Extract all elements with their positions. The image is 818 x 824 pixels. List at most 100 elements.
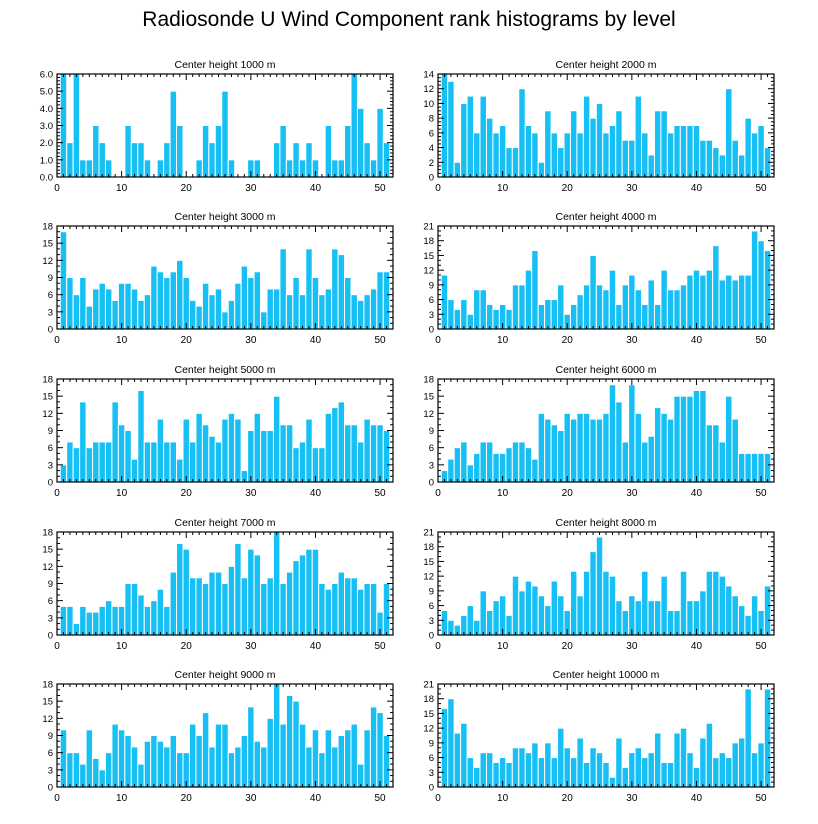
x-tick-label: 40 [691, 641, 703, 652]
y-tick-label: 0 [48, 478, 53, 489]
bar [485, 609, 494, 636]
bar [253, 412, 262, 483]
x-tick-label: 50 [756, 335, 768, 346]
bar [595, 284, 604, 330]
y-tick-label: 9 [429, 426, 434, 437]
y-tick-label: 18 [42, 222, 53, 233]
bar [208, 746, 216, 788]
y-tick-label: 6 [48, 443, 53, 454]
panel-title: Center height 5000 m [175, 364, 276, 376]
bar [537, 595, 546, 636]
bar [641, 570, 649, 636]
y-tick-label: 6 [429, 295, 434, 306]
bar [660, 575, 668, 636]
bar [763, 452, 772, 483]
bar [382, 430, 391, 483]
bar [460, 441, 468, 483]
y-tick-label: 0 [429, 325, 434, 336]
x-tick-label: 10 [497, 335, 509, 346]
bar [221, 418, 229, 483]
x-tick-label: 20 [562, 793, 574, 804]
bar [660, 110, 668, 178]
bar [298, 441, 307, 483]
x-tick-label: 50 [375, 183, 387, 194]
bar [285, 294, 294, 330]
y-tick-label: 3 [48, 765, 53, 776]
bar [725, 757, 733, 788]
bar [505, 761, 513, 788]
bar [518, 284, 526, 330]
y-tick-label: 15 [423, 392, 434, 403]
bar [85, 305, 94, 330]
y-tick-label: 9 [48, 273, 53, 284]
bar [117, 282, 126, 330]
bar [201, 424, 210, 483]
bar [524, 752, 533, 788]
bar [363, 418, 371, 483]
bar [679, 125, 688, 178]
bar [137, 594, 145, 636]
bar [634, 747, 643, 788]
bar [104, 752, 113, 788]
panel-title: Center height 9000 m [175, 669, 276, 681]
bar [305, 418, 313, 483]
bar [679, 727, 688, 788]
bar [479, 752, 487, 788]
bar [318, 583, 326, 636]
bar [705, 139, 714, 178]
bar [492, 452, 500, 483]
x-tick-label: 50 [375, 335, 387, 346]
y-tick-label: 2.0 [40, 138, 53, 149]
y-tick-label: 18 [423, 694, 434, 705]
bar [466, 605, 475, 636]
bar [744, 452, 752, 483]
bar [602, 570, 610, 636]
bar [731, 742, 739, 788]
x-tick-label: 20 [562, 488, 574, 499]
panel-title: Center height 3000 m [175, 211, 276, 223]
bar [673, 395, 681, 483]
bar [318, 752, 326, 788]
bar [298, 723, 307, 788]
bar [130, 746, 139, 788]
bar [137, 763, 145, 788]
bar [595, 752, 604, 788]
y-tick-label: 15 [42, 545, 53, 556]
y-tick-label: 0 [48, 783, 53, 794]
bar [130, 458, 139, 483]
bar [311, 729, 320, 788]
panel-8: Center height 8000 m 0 10 20 30 40 50 0 3 6 9 12 15 1… [423, 517, 775, 652]
y-tick-label: 5.0 [40, 87, 53, 98]
bar [305, 746, 313, 788]
panel-5: Center height 5000 m 0 10 20 30 40 50 0 3 6 9 12 15 1… [42, 364, 394, 499]
bar [156, 271, 165, 330]
bar [589, 551, 597, 636]
bar [531, 458, 539, 483]
bar [234, 418, 242, 483]
bar [447, 80, 455, 178]
y-tick-label: 12 [423, 409, 434, 420]
x-tick-label: 50 [756, 183, 768, 194]
bar [195, 735, 203, 788]
bar [492, 132, 500, 178]
x-tick-label: 40 [691, 793, 703, 804]
bar [447, 458, 455, 483]
bar [615, 303, 623, 330]
bar [279, 583, 287, 636]
bar [169, 271, 178, 330]
bar [466, 95, 475, 178]
bar [647, 154, 655, 178]
bar [524, 580, 533, 636]
bar [247, 277, 255, 330]
bar [460, 102, 468, 178]
bar [195, 412, 203, 483]
bar [214, 571, 223, 636]
y-tick-label: 0 [429, 631, 434, 642]
bar [104, 288, 113, 330]
bar [557, 595, 565, 636]
bar [557, 430, 565, 483]
y-tick-label: 18 [423, 236, 434, 247]
x-tick-label: 10 [497, 183, 509, 194]
